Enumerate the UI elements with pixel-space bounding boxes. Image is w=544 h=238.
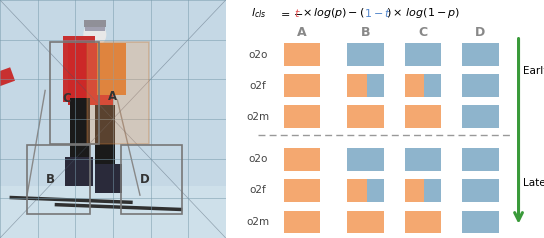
Bar xyxy=(348,74,367,97)
Text: B: B xyxy=(46,173,55,186)
Bar xyxy=(348,148,384,171)
Text: Early stage: Early stage xyxy=(523,66,544,76)
Text: o2m: o2m xyxy=(246,217,269,227)
Bar xyxy=(405,148,441,171)
Text: o2o: o2o xyxy=(248,154,267,164)
Bar xyxy=(284,74,320,97)
Bar xyxy=(348,43,384,66)
Bar xyxy=(462,43,499,66)
Text: o2m: o2m xyxy=(246,112,269,122)
Text: C: C xyxy=(418,26,428,39)
Text: $= -$: $= -$ xyxy=(279,8,304,18)
Bar xyxy=(405,105,441,128)
Circle shape xyxy=(84,23,106,46)
Bar xyxy=(0,186,226,238)
Bar xyxy=(405,74,424,97)
Bar xyxy=(462,74,499,97)
Bar xyxy=(284,43,320,66)
Bar xyxy=(84,20,106,27)
Bar xyxy=(348,105,384,128)
Text: $) \times\, log(1-p)$: $) \times\, log(1-p)$ xyxy=(386,6,461,20)
Bar xyxy=(0,67,15,88)
Text: o2f: o2f xyxy=(249,81,266,91)
Bar xyxy=(348,179,367,202)
Bar xyxy=(462,105,499,128)
Text: $\times\, log(p) - ($: $\times\, log(p) - ($ xyxy=(302,6,365,20)
Bar xyxy=(348,211,384,233)
Text: D: D xyxy=(475,26,485,39)
Bar xyxy=(284,148,320,171)
Bar xyxy=(424,74,441,97)
Text: $t$: $t$ xyxy=(294,7,301,19)
Bar xyxy=(284,179,320,202)
Text: o2o: o2o xyxy=(248,50,267,60)
Bar xyxy=(97,43,126,95)
Bar xyxy=(70,98,90,159)
Text: B: B xyxy=(361,26,370,39)
Bar xyxy=(121,145,182,214)
Bar xyxy=(405,179,424,202)
Text: A: A xyxy=(298,26,307,39)
Bar xyxy=(284,105,320,128)
Bar xyxy=(424,179,441,202)
Text: A: A xyxy=(108,90,118,103)
Bar xyxy=(27,145,90,214)
Bar xyxy=(462,148,499,171)
Bar xyxy=(50,42,100,144)
Bar xyxy=(284,211,320,233)
Bar xyxy=(95,105,115,167)
Text: Later stage: Later stage xyxy=(523,178,544,188)
Bar xyxy=(367,179,384,202)
Bar xyxy=(63,36,95,102)
Text: D: D xyxy=(140,173,150,186)
Text: $1 - t$: $1 - t$ xyxy=(364,7,392,19)
Bar xyxy=(65,157,92,186)
Bar xyxy=(462,211,499,233)
Bar xyxy=(85,24,105,31)
Bar xyxy=(87,42,149,144)
Bar xyxy=(405,211,441,233)
Bar xyxy=(367,74,384,97)
Bar xyxy=(405,43,441,66)
Bar xyxy=(462,179,499,202)
Bar xyxy=(95,164,122,193)
Text: $l_{cls}$: $l_{cls}$ xyxy=(251,6,267,20)
Text: o2f: o2f xyxy=(249,185,266,195)
Bar xyxy=(67,43,113,105)
Text: C: C xyxy=(62,92,71,105)
